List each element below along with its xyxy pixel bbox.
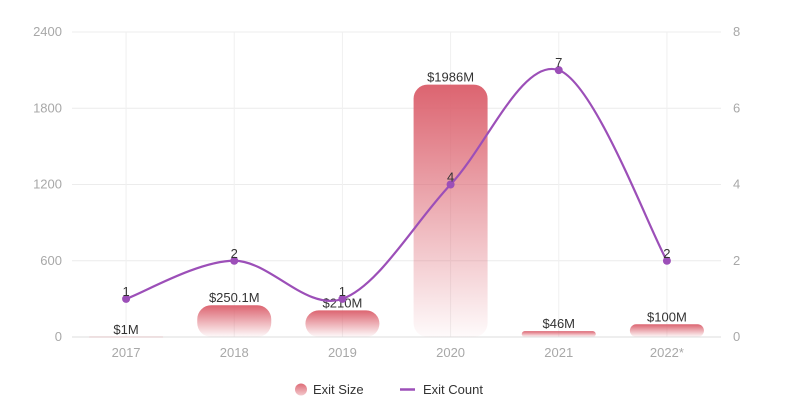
exit-count-point bbox=[554, 66, 563, 75]
exit-size-bar bbox=[629, 324, 704, 337]
x-tick-label: 2017 bbox=[112, 345, 141, 360]
x-tick-label: 2022* bbox=[650, 345, 684, 360]
legend-exit-size-label: Exit Size bbox=[313, 382, 364, 397]
exit-size-label: $1986M bbox=[427, 70, 474, 85]
left-axis-ticks: 0 600 1200 1800 2400 bbox=[33, 24, 62, 344]
exit-size-label: $250.1M bbox=[209, 290, 260, 305]
exit-size-label: $46M bbox=[542, 316, 575, 331]
x-tick-label: 2018 bbox=[220, 345, 249, 360]
exit-count-point bbox=[122, 294, 131, 303]
exit-count-label: 4 bbox=[447, 170, 454, 185]
exit-size-bars bbox=[89, 84, 704, 338]
exit-size-bar bbox=[521, 331, 596, 337]
grid-lines bbox=[72, 31, 721, 338]
x-tick-label: 2019 bbox=[328, 345, 357, 360]
legend: Exit Size Exit Count bbox=[295, 382, 483, 397]
exit-count-point bbox=[662, 256, 671, 265]
left-tick-label: 2400 bbox=[33, 24, 62, 39]
exit-size-label: $1M bbox=[113, 322, 138, 337]
exit-count-label: 7 bbox=[555, 55, 562, 70]
exit-count-line-group bbox=[122, 66, 671, 303]
left-tick-label: 600 bbox=[40, 253, 62, 268]
exit-count-label: 2 bbox=[231, 246, 238, 261]
right-tick-label: 2 bbox=[733, 253, 740, 268]
exit-size-bar bbox=[305, 310, 380, 337]
exit-count-label: 1 bbox=[122, 284, 129, 299]
right-axis-ticks: 0 2 4 6 8 bbox=[733, 24, 740, 344]
legend-exit-size-marker bbox=[295, 383, 307, 396]
exit-count-point bbox=[338, 294, 347, 303]
exit-count-label: 1 bbox=[339, 284, 346, 299]
exit-size-bar bbox=[197, 305, 272, 337]
exit-count-label: 2 bbox=[663, 246, 670, 261]
x-tick-label: 2021 bbox=[544, 345, 573, 360]
exit-size-label: $100M bbox=[647, 309, 687, 324]
right-tick-label: 6 bbox=[733, 100, 740, 115]
left-tick-label: 1800 bbox=[33, 100, 62, 115]
left-tick-label: 0 bbox=[55, 329, 62, 344]
x-axis-ticks: 2017 2018 2019 2020 2021 2022* bbox=[112, 345, 684, 360]
right-tick-label: 0 bbox=[733, 329, 740, 344]
right-tick-label: 4 bbox=[733, 177, 740, 192]
legend-exit-count-label: Exit Count bbox=[423, 382, 483, 397]
x-tick-label: 2020 bbox=[436, 345, 465, 360]
left-tick-label: 1200 bbox=[33, 177, 62, 192]
exit-count-point bbox=[230, 256, 239, 265]
exit-count-labels: 1 2 1 4 7 2 bbox=[122, 55, 670, 299]
right-tick-label: 8 bbox=[733, 24, 740, 39]
exit-size-labels: $1M$250.1M$210M$1986M$46M$100M bbox=[113, 70, 686, 337]
exit-size-bar bbox=[413, 84, 488, 337]
exit-size-bar bbox=[89, 336, 164, 338]
exit-count-point bbox=[446, 180, 455, 189]
